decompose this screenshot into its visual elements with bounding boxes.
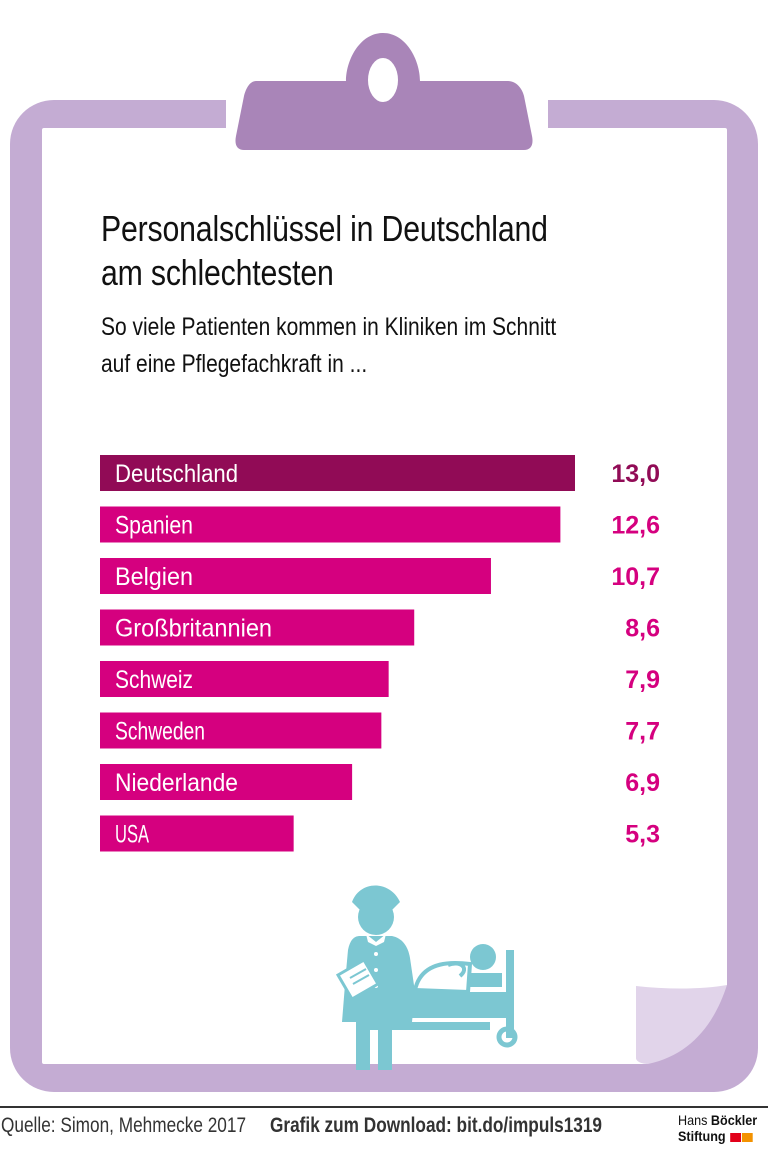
footer-divider: [0, 1106, 768, 1108]
bar-belgien: [100, 558, 491, 594]
bar-deutschland: [100, 455, 575, 491]
value-label: 7,7: [625, 718, 660, 746]
logo-red-square: [729, 1132, 741, 1142]
value-label: 7,9: [625, 666, 660, 694]
logo-text-hans: Hans: [678, 1112, 711, 1128]
hans-boeckler-stiftung-logo: Hans Böckler Stiftung: [678, 1112, 757, 1144]
bar-schweiz: [100, 661, 389, 697]
value-label: 13,0: [611, 460, 660, 488]
value-label: 5,3: [625, 821, 660, 849]
bar-niederlande: [100, 764, 353, 800]
category-label: Belgien: [115, 563, 193, 591]
bar-großbritannien: [100, 609, 415, 646]
logo-orange-square: [741, 1132, 753, 1142]
download-link[interactable]: Grafik zum Download: bit.do/impuls1319: [270, 1114, 603, 1137]
logo-text-boeckler: Böckler: [710, 1112, 758, 1128]
source-note: Quelle: Simon, Mehmecke 2017: [1, 1114, 247, 1137]
category-label: Niederlande: [115, 769, 238, 797]
category-label: Schweiz: [115, 666, 193, 694]
chart-subtitle: So viele Patienten kommen in Kliniken im…: [101, 309, 556, 383]
category-label: USA: [115, 821, 149, 849]
category-label: Großbritannien: [115, 615, 272, 643]
bar-chart: Deutschland 13,0 Spanien 12,6 Belgien 10,7 Gro…: [100, 455, 660, 852]
title-line-2: am schlechtesten: [101, 252, 334, 293]
subtitle-line-2: auf eine Pflegefachkraft in ...: [101, 350, 368, 378]
bar-spanien: [100, 506, 561, 543]
value-label: 6,9: [625, 769, 660, 797]
logo-text-stiftung: Stiftung: [678, 1128, 726, 1144]
value-label: 8,6: [625, 615, 660, 643]
bar-usa: [100, 815, 294, 852]
value-label: 10,7: [611, 563, 660, 591]
nurse-with-patient-in-bed-icon: [335, 885, 518, 1070]
category-label: Deutschland: [115, 460, 238, 488]
clipboard-clip-icon: [235, 33, 533, 150]
subtitle-line-1: So viele Patienten kommen in Kliniken im…: [101, 313, 557, 341]
bar-schweden: [100, 712, 382, 749]
category-label: Schweden: [115, 718, 205, 746]
category-label: Spanien: [115, 512, 193, 540]
value-label: 12,6: [611, 512, 660, 540]
chart-title: Personalschlüssel in Deutschland am schl…: [101, 207, 548, 295]
title-line-1: Personalschlüssel in Deutschland: [101, 208, 548, 249]
